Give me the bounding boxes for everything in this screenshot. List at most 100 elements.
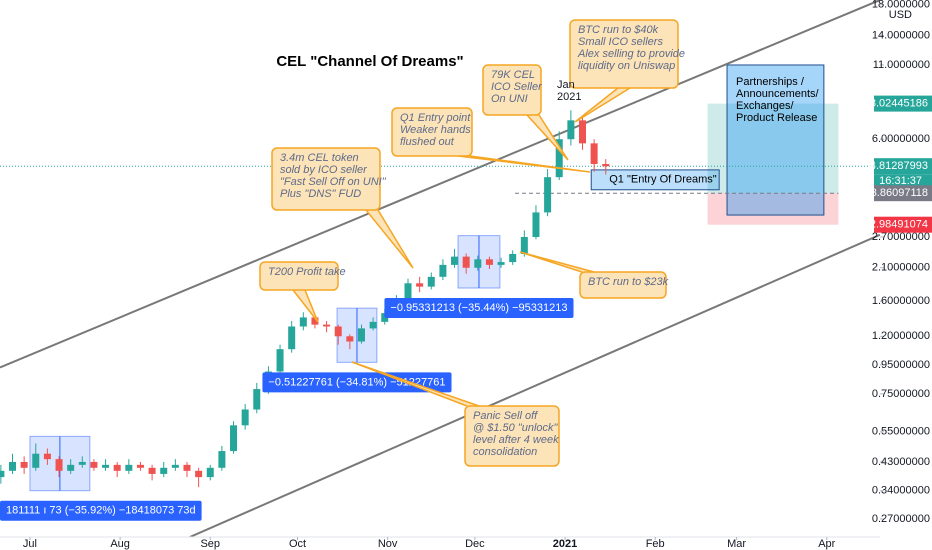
measure-label: −0.95331213 (−35.44%) −95331213 xyxy=(384,298,574,319)
y-tick-label: 11.0000000 xyxy=(873,59,930,71)
channel-line xyxy=(189,233,880,537)
y-tick-label: 14.0000000 xyxy=(872,29,930,41)
candle-body xyxy=(451,256,459,265)
x-tick-label: Mar xyxy=(727,538,746,550)
price-label: 8.02445186 xyxy=(870,98,928,110)
candle-body xyxy=(160,467,168,474)
candle-body xyxy=(43,453,51,460)
callout-text: Plus "DNS" FUD xyxy=(280,188,361,200)
y-tick-label: 6.00000000 xyxy=(872,133,930,145)
release-text: Product Release xyxy=(736,112,817,124)
candle-body xyxy=(218,451,226,468)
candle-body xyxy=(404,283,412,300)
candle-body xyxy=(171,464,179,468)
entry-zone xyxy=(590,169,720,191)
candle-body xyxy=(20,461,28,468)
jan-label: 2021 xyxy=(557,91,581,103)
price-label: 3.86097118 xyxy=(871,187,928,199)
currency-label: USD xyxy=(889,9,912,21)
callout-box xyxy=(464,405,560,467)
candle-body xyxy=(590,143,598,165)
candle-body xyxy=(9,461,17,471)
entry-zone-label: Q1 "Entry Of Dreams" xyxy=(609,174,717,186)
measure-label-bg xyxy=(0,500,202,521)
callout-text: T200 Profit take xyxy=(268,266,346,278)
candle-body xyxy=(334,326,342,337)
candle-body xyxy=(311,317,319,325)
release-text: Exchanges/ xyxy=(736,100,794,112)
x-tick-label: Aug xyxy=(110,538,130,550)
x-tick-label: Apr xyxy=(818,538,835,550)
callout-text: "Fast Sell Off on UNI" xyxy=(280,176,387,188)
y-tick-label: 1.20000000 xyxy=(872,330,930,342)
candle-body xyxy=(544,177,552,213)
jan-label: Jan xyxy=(557,79,575,91)
callout-pointer xyxy=(519,251,595,273)
y-tick-label: 2.10000000 xyxy=(872,262,930,274)
countdown-bg xyxy=(874,174,932,189)
candle-body xyxy=(67,464,75,471)
candle-body xyxy=(253,389,261,410)
x-tick-label: Oct xyxy=(289,538,306,550)
candle-body xyxy=(276,349,284,372)
candle-body xyxy=(183,464,191,471)
candle-body xyxy=(474,259,482,268)
callout-text: @ $1.50 "unlock" xyxy=(473,422,559,434)
price-label-bg xyxy=(874,185,932,202)
callout-text: 79K CEL xyxy=(491,69,535,81)
candle-body xyxy=(520,236,528,254)
price-label-bg xyxy=(874,95,932,112)
release-text: Announcements/ xyxy=(736,88,819,100)
candle-body xyxy=(0,470,5,478)
candle-body xyxy=(148,467,156,474)
y-tick-label: 0.43000000 xyxy=(872,456,930,468)
callout-text: Q1 Entry point xyxy=(400,112,471,124)
x-tick-label: Jul xyxy=(23,538,37,550)
candle-body xyxy=(567,120,575,140)
candle-body xyxy=(323,324,331,327)
channel-line xyxy=(0,0,880,369)
candle-body xyxy=(299,317,307,327)
x-tick-label: Dec xyxy=(465,538,485,550)
candle-body xyxy=(416,283,424,287)
countdown: 16:31:37 xyxy=(879,175,922,187)
candle-body xyxy=(427,276,435,287)
candle-body xyxy=(55,459,63,471)
measure-label-bg xyxy=(384,298,574,319)
callout-text: BTC run to $40k xyxy=(578,24,659,36)
y-tick-label: 2.70000000 xyxy=(872,231,930,243)
candle-body xyxy=(485,259,493,265)
callout-box xyxy=(482,64,542,116)
callout-text: sold by ICO seller xyxy=(280,164,368,176)
stop-zone xyxy=(707,193,839,225)
plot-area xyxy=(0,0,880,537)
candle-body xyxy=(288,326,296,350)
x-tick-label: 2021 xyxy=(553,538,577,550)
release-zone xyxy=(726,64,825,216)
callout-text: Panic Sell off xyxy=(473,410,538,422)
release-text: Partnerships / xyxy=(736,76,805,88)
candle-body xyxy=(509,253,517,263)
x-tick-label: Feb xyxy=(646,538,665,550)
measure-label-text: −0.95331213 (−35.44%) −95331213 xyxy=(390,302,567,314)
chart-title: CEL "Channel Of Dreams" xyxy=(276,53,463,70)
callout-text: 3.4m CEL token xyxy=(280,152,359,164)
x-tick-label: Sep xyxy=(200,538,220,550)
measure-label-text: 181111 ı 73 (−35.92%) −18418073 73d xyxy=(6,505,196,517)
candle-body xyxy=(230,425,238,452)
callout-pointer xyxy=(457,155,591,173)
candle-body xyxy=(346,336,354,342)
callout-text: Weaker hands xyxy=(400,124,471,136)
callout-pointer xyxy=(574,87,631,123)
callout-box xyxy=(569,19,679,89)
candle-body xyxy=(102,464,110,468)
candle-body xyxy=(113,464,121,471)
callout-text: Alex selling to provide xyxy=(577,48,685,60)
measure-label-bg xyxy=(262,372,452,393)
price-label: 4.81287993 xyxy=(870,160,928,172)
price-label-bg xyxy=(874,158,932,175)
callout-pointer xyxy=(292,289,319,323)
candle-body xyxy=(195,470,203,478)
callout-text: On UNI xyxy=(491,93,528,105)
